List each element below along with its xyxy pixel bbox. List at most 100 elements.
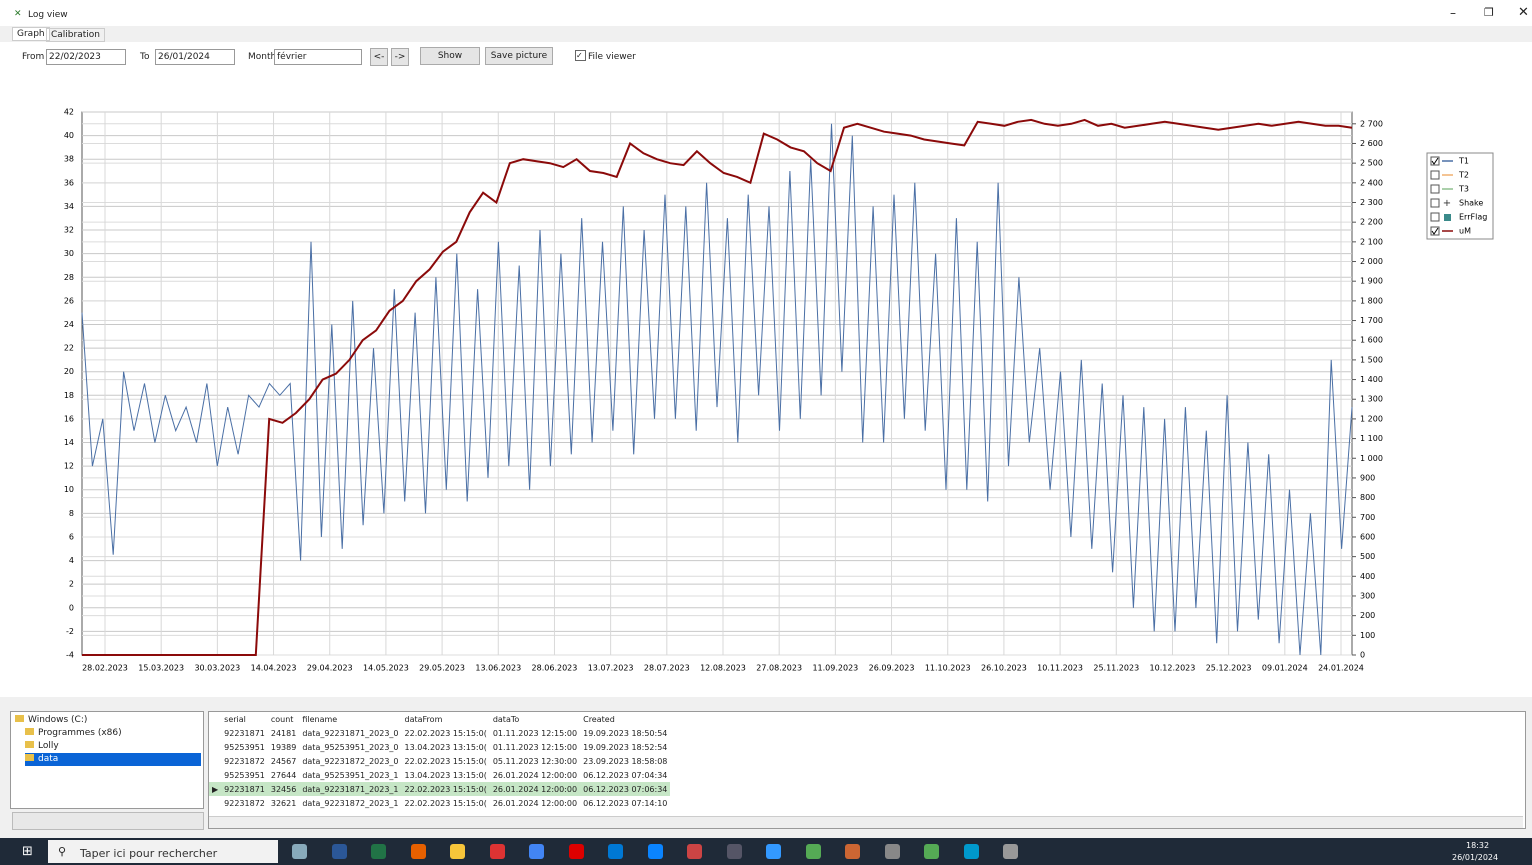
taskbar-icon[interactable] (687, 844, 702, 859)
month-select[interactable]: février (274, 49, 362, 65)
taskbar-icon[interactable] (805, 844, 821, 859)
taskbar-icon[interactable] (845, 844, 860, 859)
x-tick-label: 13.06.2023 (475, 664, 521, 673)
prev-button[interactable]: <- (370, 48, 388, 66)
y-tick-label: 22 (64, 344, 74, 353)
tree-item[interactable]: data (25, 753, 201, 766)
taskbar-icon[interactable] (331, 844, 347, 859)
y2-tick-label: 1 700 (1360, 316, 1383, 325)
clock-date: 26/01/2024 (1452, 853, 1499, 862)
label: Month (248, 52, 277, 62)
cell: 92231872 (224, 756, 265, 766)
chart: -4-2024681012141618202224262830323436384… (64, 108, 1494, 673)
scrollbar[interactable] (209, 816, 1523, 828)
taskbar-icon[interactable] (726, 844, 742, 859)
x-tick-label: 10.11.2023 (1037, 664, 1083, 673)
cell: 06.12.2023 07:14:10 (583, 798, 668, 808)
value: février (277, 52, 307, 62)
table-row[interactable]: 92231872 24567 data_92231872_2023_0 22.02.2… (209, 754, 670, 768)
next-button[interactable]: -> (391, 48, 409, 66)
x-tick-label: 14.04.2023 (251, 664, 297, 673)
taskbar-icon[interactable] (410, 844, 426, 859)
y2-tick-label: 100 (1360, 631, 1375, 640)
y-tick-label: 0 (69, 603, 74, 612)
folder-tree: Windows (C:) Programmes (x86) Lolly data (10, 711, 204, 809)
cell: 06.12.2023 07:06:34 (583, 784, 668, 794)
close[interactable]: ✕ (1518, 5, 1529, 20)
tree-item[interactable]: Programmes (x86) (25, 727, 201, 740)
row-marker (209, 796, 221, 810)
legend-checkbox (1430, 198, 1440, 208)
start-button[interactable]: ⊞ (22, 844, 33, 859)
taskbar-icon[interactable] (450, 844, 465, 859)
column-header: count (270, 714, 294, 724)
folder-icon (25, 728, 34, 735)
maximize[interactable]: ❐ (1484, 6, 1494, 19)
search-box[interactable]: ⚲ Taper ici pour rechercher (48, 840, 278, 863)
legend-checkbox (1430, 226, 1440, 236)
cell: data_92231872_2023_1 (302, 798, 399, 808)
y-tick-label: 28 (64, 273, 74, 282)
cell: 32621 (270, 798, 297, 808)
x-tick-label: 14.05.2023 (363, 664, 409, 673)
tab[interactable]: Graph (12, 27, 50, 41)
y2-tick-label: 2 000 (1360, 257, 1383, 266)
cell: 92231872 (224, 798, 265, 808)
row-marker (209, 712, 221, 726)
y-tick-label: 8 (69, 509, 74, 518)
minimize[interactable]: – (1450, 6, 1456, 20)
taskbar-icon[interactable] (292, 844, 307, 859)
show-button[interactable]: Show (420, 47, 480, 65)
folder-icon (25, 741, 34, 748)
y-tick-label: 2 (69, 580, 74, 589)
taskbar-icon[interactable] (371, 844, 386, 859)
cell: 26.01.2024 12:00:00 (492, 784, 578, 794)
y-tick-label: -2 (66, 627, 74, 636)
taskbar-icon[interactable] (647, 844, 663, 859)
taskbar-icon[interactable] (489, 844, 505, 859)
save-button[interactable]: Save picture (485, 47, 553, 65)
taskbar-icon[interactable] (766, 844, 781, 859)
table-row[interactable]: 95253951 19389 data_95253951_2023_0 13.04.2… (209, 740, 670, 754)
x-tick-label: 25.11.2023 (1093, 664, 1139, 673)
y-tick-label: 40 (64, 131, 74, 140)
tree-label: Lolly (38, 741, 59, 751)
table-row[interactable]: 95253951 27644 data_95253951_2023_1 13.04.2… (209, 768, 670, 782)
x-tick-label: 29.04.2023 (307, 664, 353, 673)
taskbar-icon[interactable] (529, 844, 544, 859)
label: File viewer (588, 52, 636, 62)
taskbar-icon[interactable] (608, 844, 623, 859)
y-tick-label: 38 (64, 155, 74, 164)
taskbar-icon[interactable] (963, 844, 979, 859)
x-tick-label: 15.03.2023 (138, 664, 184, 673)
taskbar-icon[interactable] (1003, 844, 1018, 859)
x-tick-label: 27.08.2023 (756, 664, 802, 673)
column-header: dataFrom (404, 714, 443, 724)
table-row[interactable]: 92231871 24181 data_92231871_2023_0 22.02.2… (209, 726, 670, 740)
file-table: serial count filename dataFrom dataTo Created… (209, 712, 671, 810)
date-input[interactable]: 26/01/2024 (155, 49, 235, 65)
checkbox[interactable]: ✓ (575, 50, 586, 61)
legend-label: uM (1459, 227, 1471, 236)
row-marker (209, 726, 221, 740)
tree-item[interactable]: Windows (C:) (15, 714, 195, 727)
table-row[interactable]: 92231872 32621 data_92231872_2023_1 22.02.2… (209, 796, 670, 810)
y2-tick-label: 1 100 (1360, 434, 1383, 443)
tree-item[interactable]: Lolly (25, 740, 201, 753)
y-tick-label: 26 (64, 296, 74, 305)
x-tick-label: 24.01.2024 (1318, 664, 1364, 673)
date-input[interactable]: 22/02/2023 (46, 49, 126, 65)
table-row[interactable]: ▶ 92231871 32456 data_92231871_2023_1 22.02.… (209, 782, 671, 796)
y-tick-label: 14 (64, 438, 74, 447)
x-tick-label: 25.12.2023 (1206, 664, 1252, 673)
taskbar-icon[interactable] (924, 844, 939, 859)
taskbar-icon[interactable] (568, 844, 584, 859)
taskbar-icon[interactable] (884, 844, 900, 859)
search-placeholder: Taper ici pour rechercher (80, 847, 218, 860)
y2-tick-label: 400 (1360, 572, 1375, 581)
tab[interactable]: Calibration (46, 28, 105, 42)
label: To (140, 52, 150, 62)
y2-tick-label: 1 500 (1360, 355, 1383, 364)
x-tick-label: 28.02.2023 (82, 664, 128, 673)
